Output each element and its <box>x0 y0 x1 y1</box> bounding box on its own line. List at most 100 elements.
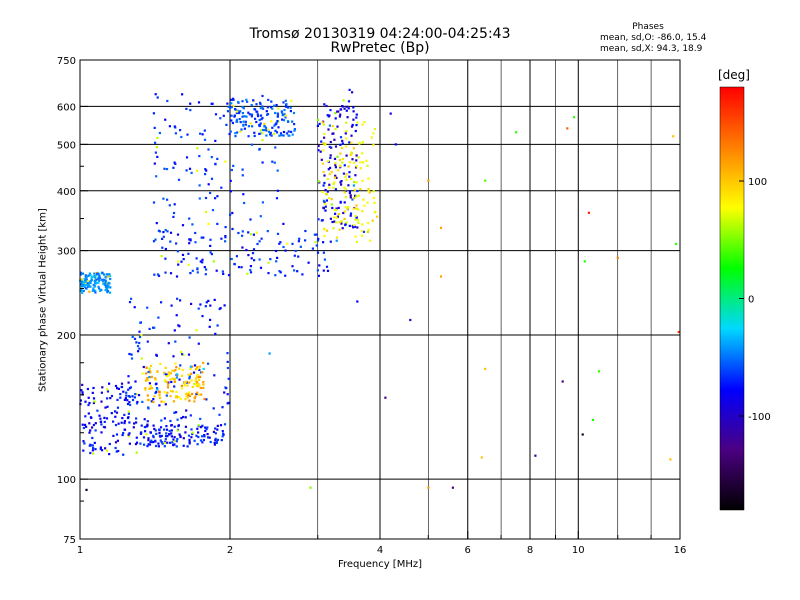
data-point <box>84 400 87 403</box>
data-point <box>304 229 307 233</box>
data-point <box>104 447 107 450</box>
data-point <box>251 125 254 128</box>
data-point <box>201 315 204 318</box>
data-point <box>172 211 176 215</box>
data-point <box>329 140 332 144</box>
data-point <box>134 443 138 446</box>
data-point <box>366 201 369 204</box>
data-point <box>87 403 90 407</box>
data-point <box>166 391 169 394</box>
data-point <box>207 148 210 151</box>
data-point <box>241 246 244 249</box>
data-point <box>180 350 183 354</box>
data-point <box>198 155 201 158</box>
data-point <box>190 379 193 382</box>
data-point <box>196 271 199 274</box>
data-point <box>249 122 252 125</box>
data-point <box>191 269 194 272</box>
data-point <box>146 398 150 401</box>
data-point <box>81 383 84 386</box>
data-point <box>105 282 108 285</box>
data-point <box>190 372 193 375</box>
data-point <box>215 440 218 443</box>
data-point <box>271 160 274 163</box>
data-point <box>352 147 355 150</box>
data-point <box>169 231 173 234</box>
data-point <box>216 424 219 427</box>
data-point <box>144 372 148 375</box>
data-point <box>178 433 181 436</box>
data-point <box>149 364 153 367</box>
data-point <box>335 236 339 239</box>
data-point <box>278 134 281 137</box>
data-point <box>284 99 287 102</box>
data-point <box>331 206 334 210</box>
data-point <box>161 246 164 249</box>
data-point <box>329 154 332 157</box>
data-point <box>347 165 350 168</box>
data-point <box>160 400 163 403</box>
data-point <box>168 429 171 433</box>
data-point <box>355 159 358 162</box>
data-point <box>338 221 341 224</box>
data-point <box>170 380 173 384</box>
data-point <box>322 123 325 126</box>
data-point <box>244 123 247 126</box>
data-point <box>189 272 192 275</box>
data-point <box>95 278 98 281</box>
data-point <box>246 100 249 103</box>
data-point <box>203 138 207 141</box>
y-tick-label: 400 <box>57 187 76 198</box>
data-point <box>189 367 192 370</box>
data-point <box>157 445 160 448</box>
data-point <box>163 371 166 374</box>
data-point <box>343 210 347 213</box>
data-point <box>188 238 191 241</box>
data-point <box>103 420 106 423</box>
data-point <box>267 130 271 133</box>
data-point <box>269 258 272 261</box>
data-point <box>158 404 161 407</box>
data-point <box>196 365 199 369</box>
data-point <box>247 111 250 114</box>
data-point <box>234 132 237 135</box>
data-point <box>83 280 86 283</box>
data-point <box>324 205 327 208</box>
data-point <box>178 396 181 399</box>
data-point <box>333 138 336 141</box>
data-point <box>339 201 342 204</box>
data-point <box>88 422 91 425</box>
data-point <box>164 438 167 441</box>
data-point <box>343 191 346 194</box>
data-point <box>206 426 209 429</box>
data-point <box>282 101 285 104</box>
data-point <box>160 301 163 304</box>
data-point <box>182 258 185 261</box>
data-point <box>104 280 107 283</box>
data-point <box>354 174 357 177</box>
data-point <box>97 281 100 284</box>
data-point <box>290 130 293 133</box>
data-point <box>152 440 155 444</box>
data-point <box>94 291 97 294</box>
data-point <box>128 301 132 304</box>
data-point <box>87 396 90 399</box>
data-point <box>162 231 165 234</box>
data-point <box>99 446 102 449</box>
data-point <box>188 391 191 394</box>
data-point <box>336 215 339 218</box>
data-point <box>193 364 197 367</box>
data-point <box>257 115 260 118</box>
data-point <box>282 222 285 225</box>
data-point <box>125 394 128 397</box>
data-point <box>244 120 247 123</box>
data-point <box>247 135 250 138</box>
data-point <box>90 279 93 282</box>
data-point <box>323 143 326 146</box>
data-point <box>93 400 96 403</box>
data-point <box>163 441 167 444</box>
data-point <box>315 233 318 236</box>
data-point <box>242 120 245 123</box>
data-point <box>355 116 358 119</box>
data-point <box>184 416 187 419</box>
